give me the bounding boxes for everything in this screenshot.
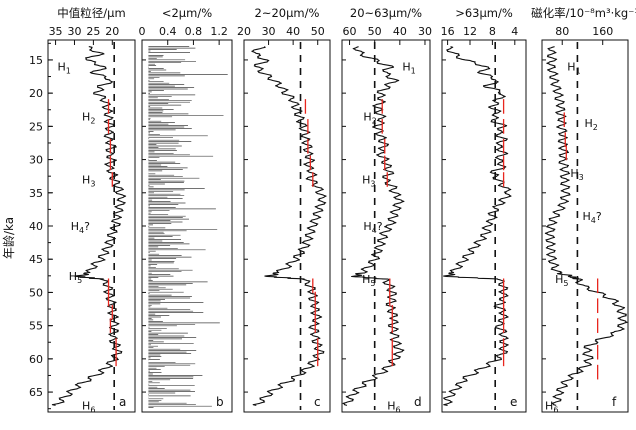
horizon-label: H4?	[363, 220, 382, 235]
x-tick-label: 25	[86, 25, 100, 38]
panel-letter: d	[414, 395, 422, 409]
x-tick-label: 40	[286, 25, 300, 38]
y-tick-label: 25	[29, 120, 43, 133]
y-tick-label: 30	[29, 154, 43, 167]
horizon-label: H5	[555, 273, 568, 288]
x-tick-label: 50	[368, 25, 382, 38]
panel-title: 20~63μm/%	[350, 6, 422, 20]
panels: 中值粒径/μm 35 30 25 20 H1 H2 H3 H4? H5 H6 a <2μm/% 0 0.4 0…	[47, 6, 636, 414]
x-tick-label: 80	[555, 25, 569, 38]
x-tick-label: 60	[343, 25, 357, 38]
x-tick-label: 0.4	[159, 25, 177, 38]
y-tick-label: 20	[29, 87, 43, 100]
panel-frame	[47, 39, 136, 413]
horizon-label: H2	[584, 117, 597, 132]
horizon-label: H5	[69, 270, 82, 285]
panel-letter: f	[612, 395, 617, 409]
x-tick-label: 20	[105, 25, 119, 38]
series-spikes-b	[148, 46, 228, 408]
y-tick-label: 40	[29, 220, 43, 233]
horizon-label: H6	[387, 399, 400, 414]
x-tick-label: 50	[311, 25, 325, 38]
horizon-label: H3	[570, 167, 583, 182]
x-tick-label: 35	[49, 25, 63, 38]
series-line-d	[342, 46, 405, 406]
x-tick-label: 16	[441, 25, 455, 38]
horizon-label: H4?	[582, 210, 601, 225]
panel-c: 2~20μm/% 20 30 40 50 c	[237, 6, 331, 413]
panel-b: <2μm/% 0 0.4 0.8 1.2 b	[139, 6, 233, 413]
horizon-label: H1	[567, 61, 580, 76]
panel-title: 2~20μm/%	[255, 6, 320, 20]
horizon-label: H6	[545, 399, 558, 414]
horizon-label: H3	[362, 174, 375, 189]
y-tick-label: 35	[29, 187, 43, 200]
panel-f: 磁化率/10⁻⁸m³·kg⁻¹ 80 160 H1 H2 H3 H4? H5 H6 f	[531, 6, 636, 414]
x-tick-label: 8	[489, 25, 496, 38]
y-tick-label: 60	[29, 353, 43, 366]
y-tick-label: 65	[29, 386, 43, 399]
panel-title: >63μm/%	[455, 6, 513, 20]
series-line-f	[544, 46, 628, 406]
horizon-label: H2	[82, 110, 95, 125]
panel-frame	[441, 39, 527, 413]
y-tick-label: 45	[29, 253, 43, 266]
panel-letter: e	[510, 395, 517, 409]
x-tick-label: 30	[262, 25, 276, 38]
horizon-label: H4?	[71, 220, 90, 235]
x-tick-label: 0.8	[185, 25, 203, 38]
x-tick-label: 30	[418, 25, 432, 38]
x-tick-label: 160	[592, 25, 613, 38]
x-tick-label: 1.2	[210, 25, 228, 38]
panel-frame	[541, 39, 629, 413]
x-tick-label: 30	[67, 25, 81, 38]
series-line-a	[51, 46, 127, 406]
panel-letter: c	[314, 395, 321, 409]
panel-title: <2μm/%	[162, 6, 212, 20]
panel-letter: a	[119, 395, 126, 409]
x-tick-label: 20	[237, 25, 251, 38]
horizon-label: H6	[82, 399, 95, 414]
horizon-label: H3	[82, 174, 95, 189]
x-tick-label: 4	[511, 25, 518, 38]
y-tick-label: 15	[29, 54, 43, 67]
horizon-label: H1	[57, 61, 70, 76]
panel-d: 20~63μm/% 60 50 40 30 H1 H2 H3 H4? H5 H6 d	[341, 6, 432, 414]
panel-title: 磁化率/10⁻⁸m³·kg⁻¹	[531, 6, 636, 20]
horizon-label: H1	[402, 61, 415, 76]
y-tick-label: 50	[29, 286, 43, 299]
x-tick-label: 0	[139, 25, 146, 38]
series-line-c	[251, 46, 327, 406]
horizon-label: H2	[363, 110, 376, 125]
panel-e: >63μm/%16 12 8 4 e	[441, 6, 527, 413]
y-axis: 15 20 25 30 35 40 45 50 55 60 65	[29, 42, 53, 410]
panel-title: 中值粒径/μm	[57, 6, 125, 20]
panel-letter: b	[216, 395, 224, 409]
y-tick-label: 55	[29, 320, 43, 333]
series-line-e	[443, 46, 512, 406]
panel-a: 中值粒径/μm 35 30 25 20 H1 H2 H3 H4? H5 H6 a	[47, 6, 136, 414]
x-tick-label: 12	[463, 25, 477, 38]
horizon-label: H5	[362, 273, 375, 288]
y-axis-title: 年龄/ka	[2, 217, 16, 259]
x-tick-label: 40	[393, 25, 407, 38]
